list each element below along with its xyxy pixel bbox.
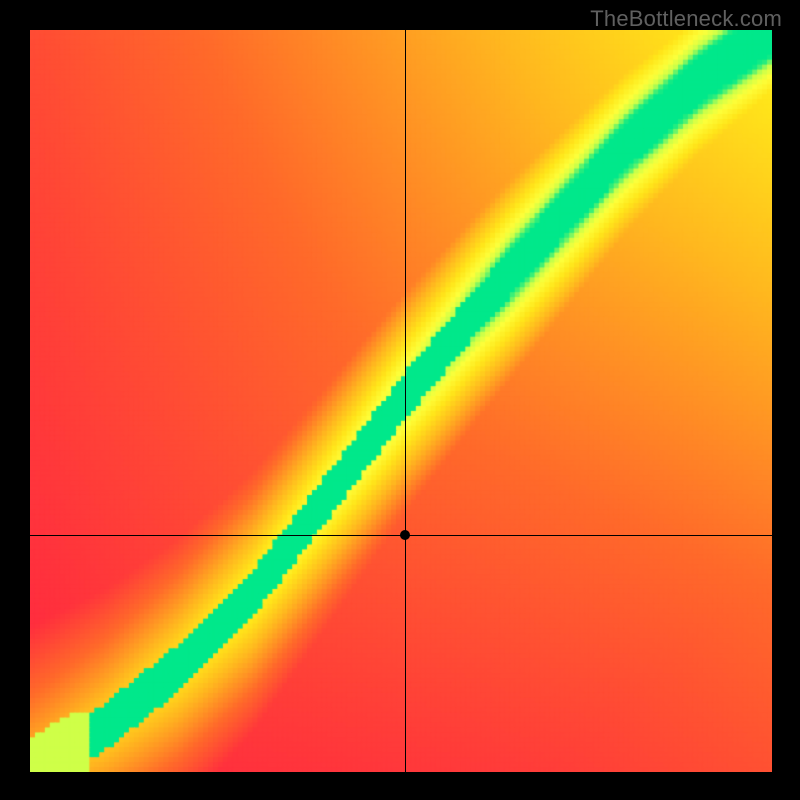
watermark-text: TheBottleneck.com: [590, 6, 782, 32]
crosshair-vertical: [405, 30, 406, 772]
crosshair-marker: [400, 530, 410, 540]
plot-area: [30, 30, 772, 772]
chart-container: TheBottleneck.com: [0, 0, 800, 800]
heatmap-canvas: [30, 30, 772, 772]
